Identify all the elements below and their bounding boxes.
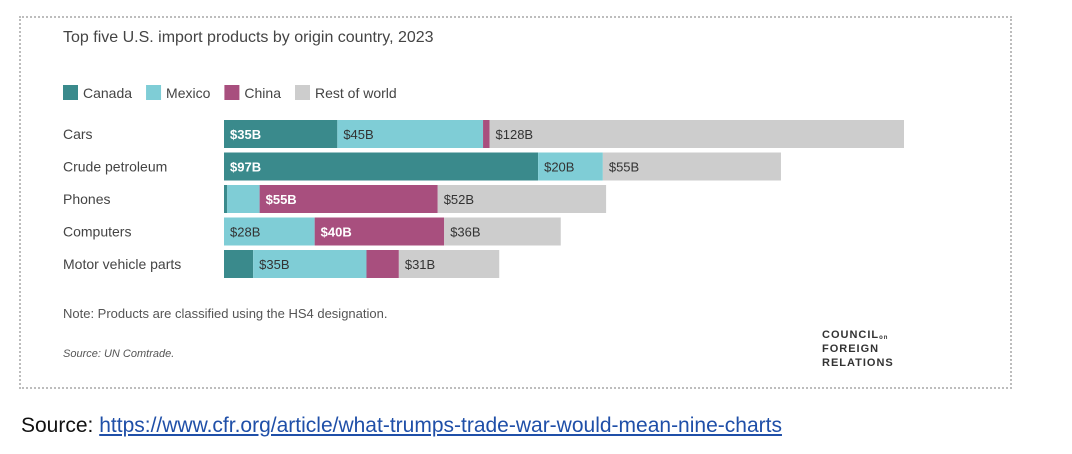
legend-swatch-mexico <box>146 85 162 100</box>
logo-line1: COUNCIL <box>822 329 879 341</box>
data-label-computers-rest-of-world: $36B <box>450 225 480 240</box>
legend-label-mexico: Mexico <box>166 85 211 101</box>
cfr-logo: COUNCILon FOREIGN RELATIONS <box>822 329 894 369</box>
data-label-crude-petroleum-canada: $97B <box>230 160 261 175</box>
legend-swatch-canada <box>63 85 78 100</box>
bar-cars-mexico <box>337 120 484 148</box>
chart-title: Top five U.S. import products by origin … <box>63 29 434 46</box>
legend-swatch-china <box>224 85 240 100</box>
bar-phones-mexico <box>227 185 260 213</box>
data-label-motor-vehicle-parts-rest-of-world: $31B <box>405 257 435 272</box>
legend-label-china: China <box>244 85 281 101</box>
bar-cars-canada <box>224 120 338 148</box>
bar-cars-rest-of-world <box>489 120 904 148</box>
source-link[interactable]: https://www.cfr.org/article/what-trumps-… <box>99 414 782 437</box>
category-label-cars: Cars <box>63 126 93 142</box>
data-label-computers-china: $40B <box>321 225 352 240</box>
data-label-motor-vehicle-parts-mexico: $35B <box>259 257 289 272</box>
data-label-phones-china: $55B <box>266 192 297 207</box>
category-label-motor-vehicle-parts: Motor vehicle parts <box>63 256 181 272</box>
logo-line3: RELATIONS <box>822 357 894 369</box>
logo-line2: FOREIGN <box>822 343 879 355</box>
legend-label-canada: Canada <box>83 85 132 101</box>
data-label-cars-canada: $35B <box>230 127 261 142</box>
category-labels: Cars Crude petroleum Phones Computers Motor … <box>63 126 181 272</box>
bars: $35B $45B $128B $97B $20B $55B $55B $52B $28B $40… <box>224 120 904 278</box>
bar-motor-vehicle-parts-canada <box>224 250 254 278</box>
bar-motor-vehicle-parts-china <box>366 250 399 278</box>
data-label-phones-rest-of-world: $52B <box>444 192 474 207</box>
data-label-computers-mexico: $28B <box>230 225 260 240</box>
bar-computers-rest-of-world <box>444 217 561 246</box>
bar-computers-china <box>314 217 445 246</box>
data-label-crude-petroleum-rest-of-world: $55B <box>609 160 639 175</box>
bar-phones-canada <box>224 185 228 213</box>
bar-crude-petroleum-canada <box>224 152 539 181</box>
category-label-phones: Phones <box>63 191 110 207</box>
category-label-crude-petroleum: Crude petroleum <box>63 159 167 175</box>
legend-swatch-rest-of-world <box>295 85 310 100</box>
bar-crude-petroleum-rest-of-world <box>602 152 781 181</box>
logo-line1-suffix: on <box>879 335 888 341</box>
chart-source: Source: UN Comtrade. <box>63 348 174 360</box>
bar-motor-vehicle-parts-rest-of-world <box>398 250 500 278</box>
bar-computers-mexico <box>224 217 315 246</box>
category-label-computers: Computers <box>63 224 131 240</box>
legend: Canada Mexico China Rest of world <box>63 85 397 101</box>
legend-label-rest-of-world: Rest of world <box>315 85 397 101</box>
svg-text:COUNCILon: COUNCILon <box>822 329 888 341</box>
bar-crude-petroleum-mexico <box>538 152 603 181</box>
bar-phones-china <box>259 185 438 213</box>
bar-phones-rest-of-world <box>437 185 607 213</box>
data-label-cars-mexico: $45B <box>343 127 373 142</box>
chart-note: Note: Products are classified using the … <box>63 306 387 321</box>
chart-frame <box>19 16 1012 389</box>
data-label-cars-rest-of-world: $128B <box>496 127 534 142</box>
source-line: Source: https://www.cfr.org/article/what… <box>21 414 782 438</box>
bar-motor-vehicle-parts-mexico <box>253 250 367 278</box>
source-prefix: Source: <box>21 414 100 437</box>
data-label-crude-petroleum-mexico: $20B <box>544 160 574 175</box>
bar-cars-china <box>483 120 490 148</box>
